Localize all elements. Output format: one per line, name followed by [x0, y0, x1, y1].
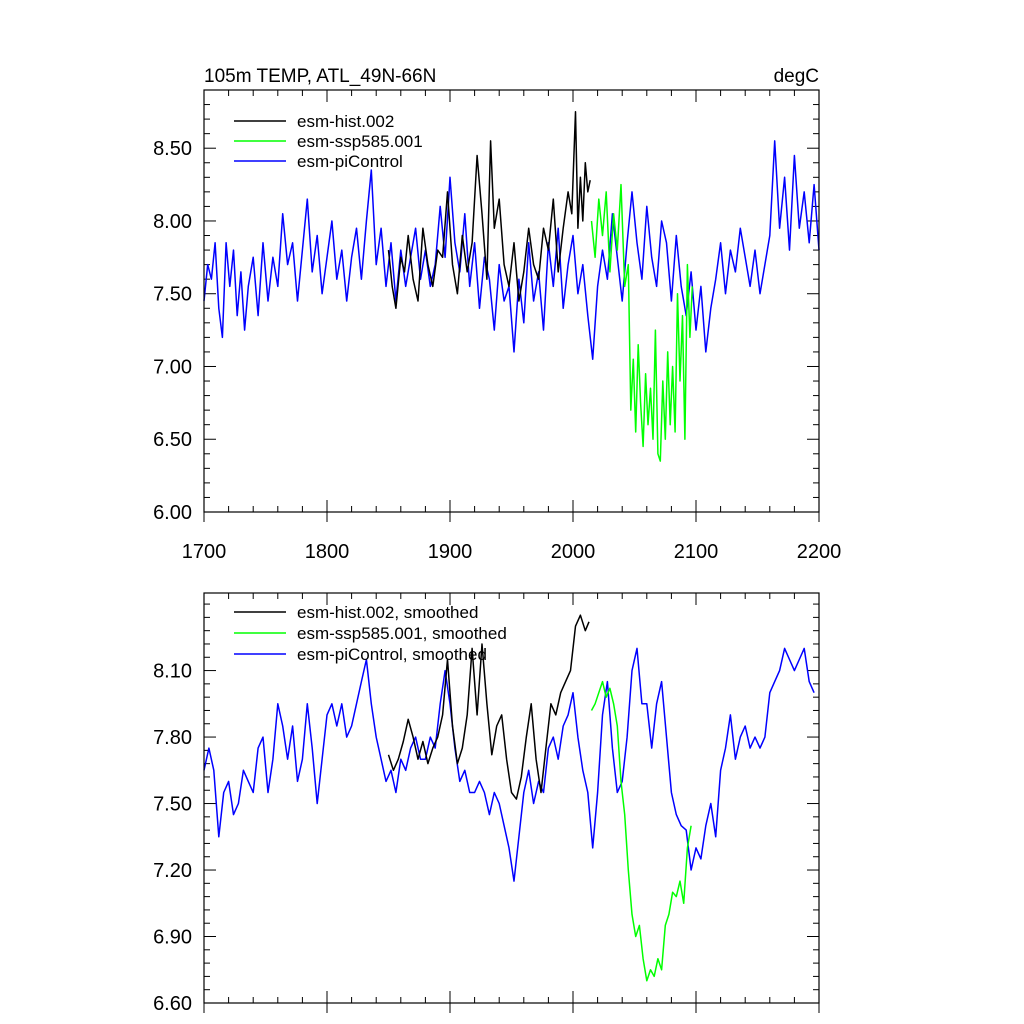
top-series-esm-picontrol: [203, 140, 820, 360]
bottom-ytick-label: 7.20: [153, 860, 192, 882]
top-panel: 105m TEMP, ATL_49N-66N degC 6.00 6.50 7.00…: [153, 66, 841, 563]
top-ytick-label: 8.00: [153, 211, 192, 233]
top-series-esm-hist-002: [387, 111, 591, 310]
bottom-ytick-label: 7.80: [153, 727, 192, 749]
bottom-series: [203, 614, 815, 982]
top-xtick-label: 1700: [182, 541, 227, 563]
top-ytick-label: 6.50: [153, 429, 192, 451]
top-units: degC: [774, 66, 819, 87]
top-series: [203, 111, 820, 462]
top-plot-frame: [203, 89, 820, 513]
top-ytick-label: 6.00: [153, 502, 192, 524]
bottom-legend: esm-hist.002, smoothed esm-ssp585.001, s…: [234, 603, 507, 664]
bottom-axis-ticks: 6.60 6.90 7.20 7.50 7.80 8.10: [153, 593, 820, 1015]
legend-label-hist: esm-hist.002: [297, 112, 394, 131]
bottom-series-esm-picontrol-smoothed: [203, 647, 815, 882]
bottom-ytick-label: 8.10: [153, 661, 192, 683]
bottom-series-esm-ssp585-001-smoothed: [590, 680, 692, 982]
bottom-plot-frame: [203, 592, 820, 1004]
bottom-panel: 6.60 6.90 7.20 7.50 7.80 8.10 esm-hist.002, s…: [153, 592, 820, 1015]
top-series-esm-ssp585-001: [590, 183, 694, 462]
top-axis-ticks: 6.00 6.50 7.00 7.50 8.00 8.50 1700 1800 1900 2000…: [153, 89, 842, 563]
top-ytick-label: 8.50: [153, 138, 192, 160]
legend-label-picontrol: esm-piControl: [297, 152, 403, 171]
top-xtick-label: 2100: [674, 541, 719, 563]
legend-label-hist-smoothed: esm-hist.002, smoothed: [297, 603, 478, 622]
legend-label-ssp585-smoothed: esm-ssp585.001, smoothed: [297, 624, 507, 643]
top-legend: esm-hist.002 esm-ssp585.001 esm-piContro…: [234, 112, 423, 171]
top-xtick-label: 1900: [428, 541, 473, 563]
top-xtick-label: 2200: [797, 541, 842, 563]
legend-label-picontrol-smoothed: esm-piControl, smoothed: [297, 645, 487, 664]
bottom-ytick-label: 6.90: [153, 927, 192, 949]
top-xtick-label: 1800: [305, 541, 350, 563]
top-xtick-label: 2000: [551, 541, 596, 563]
top-title: 105m TEMP, ATL_49N-66N: [204, 66, 436, 87]
legend-label-ssp585: esm-ssp585.001: [297, 132, 423, 151]
top-ytick-label: 7.00: [153, 356, 192, 378]
bottom-ytick-label: 6.60: [153, 993, 192, 1015]
bottom-series-esm-hist-002-smoothed: [387, 614, 590, 800]
bottom-ytick-label: 7.50: [153, 794, 192, 816]
top-ytick-label: 7.50: [153, 284, 192, 306]
